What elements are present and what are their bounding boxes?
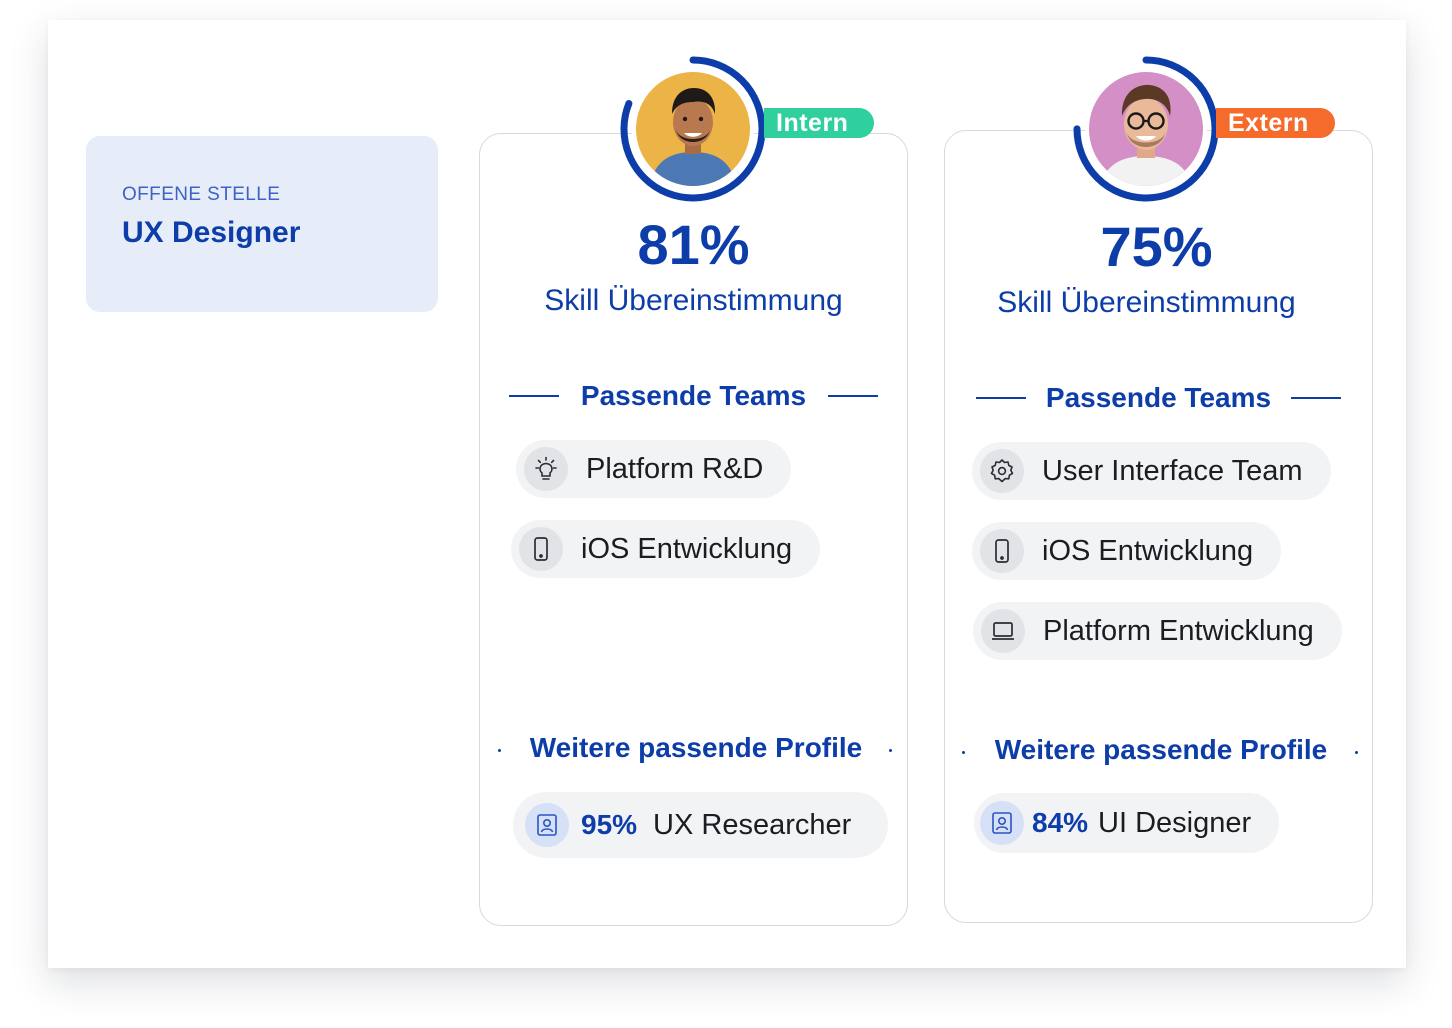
profile-percent: 84% — [1032, 807, 1089, 838]
profiles-heading-intern: Weitere passende Profile — [529, 732, 863, 763]
team-label: iOS Entwicklung — [581, 532, 793, 565]
match-ring-extern — [1073, 56, 1219, 202]
team-chip-ios-entwicklung[interactable]: iOS Entwicklung — [511, 520, 821, 578]
match-label-extern: Skill Übereinstimmung — [997, 286, 1296, 319]
profile-badge-icon — [525, 803, 569, 847]
team-label: User Interface Team — [1042, 454, 1303, 487]
divider-dot — [498, 749, 501, 752]
teams-heading-extern: Passende Teams — [976, 382, 1341, 414]
gear-icon — [980, 449, 1024, 493]
profile-chip-ui-designer[interactable]: 84% UI Designer — [974, 793, 1280, 853]
job-title: UX Designer — [122, 216, 301, 249]
profiles-heading-extern: Weitere passende Profile — [994, 734, 1328, 765]
job-label: OFFENE STELLE — [122, 184, 281, 205]
team-label: Platform Entwicklung — [1043, 614, 1314, 647]
match-percent-extern: 75% — [1100, 215, 1213, 278]
candidate-avatar-extern[interactable] — [1071, 54, 1221, 204]
candidate-avatar-intern[interactable] — [618, 54, 768, 204]
match-ring-intern — [620, 56, 766, 202]
profile-chip-ux-researcher[interactable]: 95% UX Researcher — [513, 792, 888, 858]
avatar-photo-intern — [632, 68, 754, 190]
laptop-icon — [981, 609, 1025, 653]
job-card[interactable]: OFFENE STELLE UX Designer — [86, 136, 438, 312]
lightbulb-icon — [524, 447, 568, 491]
match-percent-intern: 81% — [637, 213, 750, 276]
badge-extern: Extern — [1216, 108, 1335, 138]
teams-heading-intern: Passende Teams — [509, 380, 878, 412]
profile-percent: 95% — [581, 809, 638, 840]
team-label: iOS Entwicklung — [1042, 534, 1254, 567]
divider-dot — [889, 749, 892, 752]
match-block-extern: 75% Skill Übereinstimmung — [944, 214, 1373, 334]
smartphone-icon — [980, 529, 1024, 573]
profile-badge-icon — [980, 801, 1024, 845]
avatar-photo-extern — [1085, 68, 1207, 190]
match-block-intern: 81% Skill Übereinstimmung — [479, 212, 908, 332]
match-label-intern: Skill Übereinstimmung — [544, 284, 843, 317]
team-chip-platform-entwicklung[interactable]: Platform Entwicklung — [973, 602, 1342, 660]
team-chip-platform-rnd[interactable]: Platform R&D — [516, 440, 792, 498]
divider-dot — [1355, 751, 1358, 754]
team-chip-user-interface-team[interactable]: User Interface Team — [972, 442, 1331, 500]
smartphone-icon — [519, 527, 563, 571]
badge-intern: Intern — [764, 108, 875, 138]
profile-label: UI Designer — [1098, 806, 1252, 839]
team-chip-ios-entwicklung[interactable]: iOS Entwicklung — [972, 522, 1282, 580]
profile-label: UX Researcher — [653, 808, 852, 841]
team-label: Platform R&D — [586, 452, 764, 485]
divider-dot — [962, 751, 965, 754]
